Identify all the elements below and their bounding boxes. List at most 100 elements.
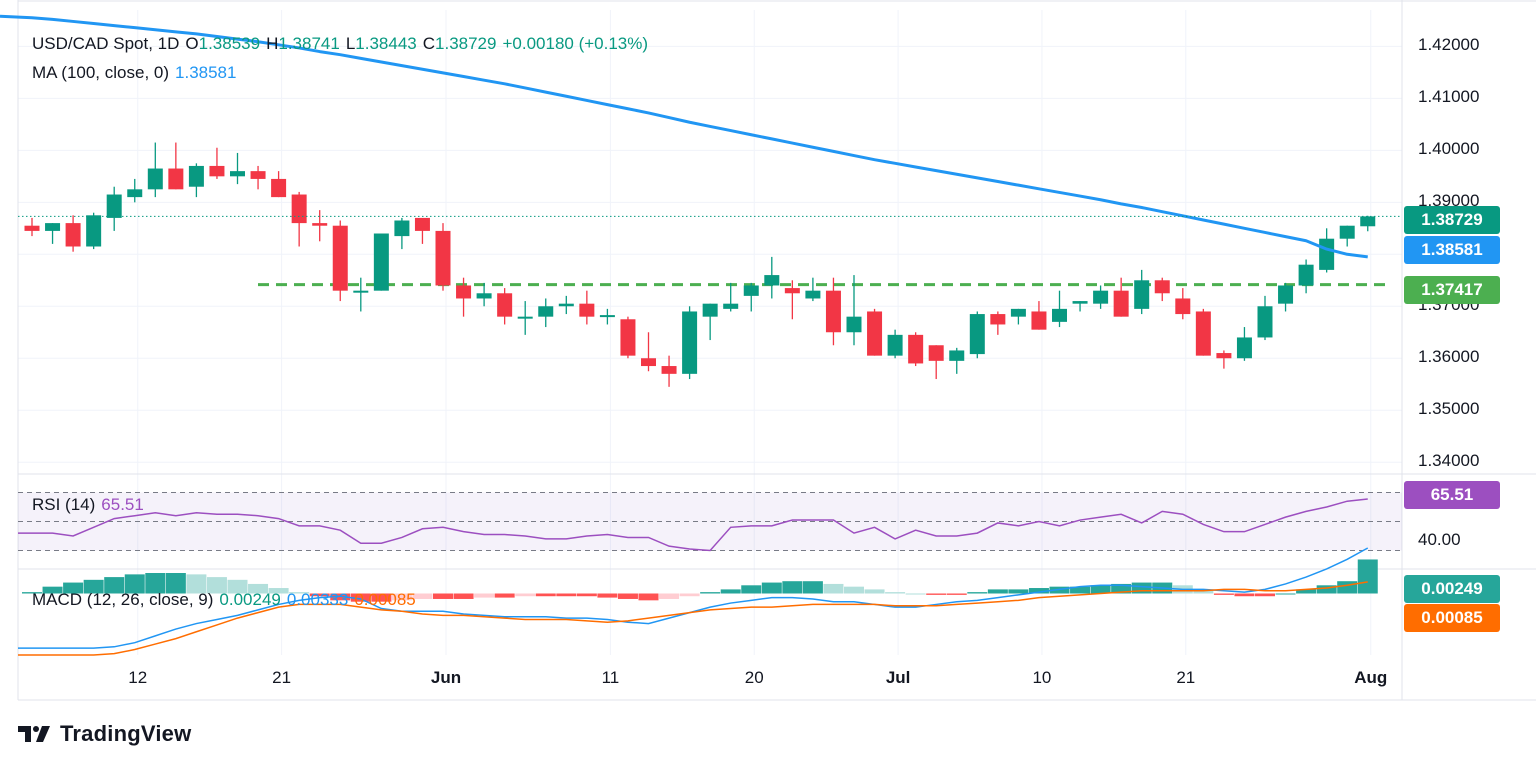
- macd-histogram-bar: [1090, 585, 1111, 594]
- time-axis-label: 21: [1176, 668, 1196, 687]
- candle-body: [1175, 298, 1191, 315]
- macd-pane: [18, 547, 1378, 656]
- macd-histogram-bar: [1028, 588, 1049, 594]
- candle-body: [456, 285, 472, 299]
- candle-body: [1072, 301, 1088, 304]
- candle-body: [825, 290, 841, 333]
- macd-histogram-bar: [659, 593, 680, 599]
- candle-body: [558, 303, 574, 307]
- candle-body: [45, 223, 61, 231]
- time-axis-label: 11: [601, 668, 620, 687]
- candle-body: [805, 290, 821, 299]
- macd-histogram-bar: [248, 583, 269, 594]
- open-value: 1.38539: [198, 34, 261, 53]
- macd-histogram-bar: [1234, 593, 1255, 597]
- close-label: C: [422, 34, 436, 53]
- macd-histogram-bar: [350, 593, 371, 602]
- rsi-legend-label: RSI (14): [32, 495, 96, 514]
- close-price-tag: 1.38729: [1404, 206, 1500, 234]
- ma-legend[interactable]: MA (100, close, 0) 1.38581: [32, 62, 242, 84]
- time-axis-label: Aug: [1354, 668, 1388, 687]
- macd-histogram-bar: [453, 593, 474, 599]
- candle-body: [764, 275, 780, 286]
- time-axis-label: 10: [1032, 668, 1052, 687]
- candle-body: [1216, 353, 1232, 359]
- macd-legend[interactable]: MACD (12, 26, close, 9) 0.00249 0.00333 0.0…: [32, 589, 422, 611]
- macd-histogram-bar: [145, 573, 166, 594]
- macd-histogram-bar: [1070, 586, 1091, 594]
- candle-body: [1052, 308, 1067, 322]
- candle-body: [65, 223, 81, 247]
- macd-histogram-bar: [597, 593, 618, 598]
- candle-body: [1113, 290, 1129, 317]
- price-axis-label: 1.35000: [1418, 399, 1480, 419]
- candle-body: [928, 345, 944, 361]
- low-label: L: [345, 34, 356, 53]
- candle-body: [24, 225, 40, 231]
- macd-histogram-bar: [720, 589, 741, 594]
- time-axis-label: Jun: [430, 668, 462, 687]
- tradingview-logo[interactable]: TradingView: [18, 720, 191, 748]
- macd-histogram-bar: [1213, 593, 1234, 595]
- candle-body: [373, 233, 389, 291]
- candle-body: [661, 366, 677, 374]
- macd-histogram-bar: [700, 592, 721, 594]
- price-pane: [0, 14, 1402, 387]
- macd-histogram-bar: [679, 593, 700, 597]
- macd-histogram-bar: [617, 593, 638, 599]
- ma-price-tag: 1.38581: [1404, 236, 1500, 264]
- macd-histogram-bar: [638, 593, 659, 601]
- macd-histogram-bar: [885, 592, 906, 594]
- level-price-tag: 1.37417: [1404, 276, 1500, 304]
- macd-histogram-bar: [967, 592, 988, 594]
- macd-line: [18, 547, 1369, 649]
- macd-histogram-bar: [1316, 585, 1337, 594]
- price-axis-label: 1.39000: [1418, 191, 1480, 211]
- macd-histogram-bar: [535, 593, 556, 597]
- ma100-line: [0, 14, 1368, 259]
- macd-histogram-bar: [761, 582, 782, 594]
- candle-body: [702, 303, 718, 317]
- candle-body: [990, 314, 1006, 325]
- signal-line: [18, 581, 1368, 656]
- candle-body: [1031, 311, 1047, 330]
- candle-body: [1298, 264, 1314, 286]
- time-axis-label: 12: [128, 668, 148, 687]
- high-value: 1.38741: [278, 34, 340, 53]
- candle-body: [846, 316, 862, 333]
- macd-histogram-bar: [165, 573, 186, 594]
- candle-body: [887, 334, 903, 356]
- price-axis-label: 1.34000: [1418, 451, 1480, 471]
- change-value: +0.00180 (+0.13%): [502, 34, 649, 53]
- candle-body: [147, 168, 163, 190]
- macd-legend-label: MACD (12, 26, close, 9): [32, 590, 214, 609]
- rsi-legend[interactable]: RSI (14) 65.51: [32, 494, 150, 516]
- brand-name: TradingView: [60, 721, 192, 746]
- macd-histogram-bar: [823, 583, 844, 594]
- candle-body: [1236, 337, 1252, 359]
- candle-body: [1257, 306, 1273, 338]
- macd-histogram-bar: [864, 589, 885, 594]
- low-value: 1.38443: [355, 34, 417, 53]
- macd-histogram-bar: [433, 593, 453, 599]
- candle-body: [312, 223, 328, 226]
- macd-histogram-bar: [515, 593, 536, 597]
- macd-legend-macd: 0.00333: [286, 590, 349, 609]
- candle-body: [949, 350, 965, 361]
- candle-body: [168, 168, 184, 190]
- macd-histogram-bar: [494, 593, 515, 598]
- macd-histogram-bar: [124, 574, 145, 594]
- candle-body: [1134, 280, 1150, 309]
- ohlc-legend: USD/CAD Spot, 1D O1.38539 H1.38741 L1.38443…: [32, 33, 654, 55]
- close-value: 1.38729: [435, 34, 497, 53]
- candle-body: [538, 306, 554, 317]
- time-axis-label: 20: [744, 668, 764, 687]
- macd-hist-tag: 0.00249: [1404, 575, 1500, 603]
- symbol-title[interactable]: USD/CAD Spot, 1D: [32, 34, 180, 53]
- time-axis-label: Jul: [885, 668, 911, 687]
- macd-histogram-bar: [83, 579, 104, 594]
- candle-body: [435, 230, 451, 286]
- pane-separators: [17, 0, 1536, 701]
- candle-body: [723, 303, 739, 309]
